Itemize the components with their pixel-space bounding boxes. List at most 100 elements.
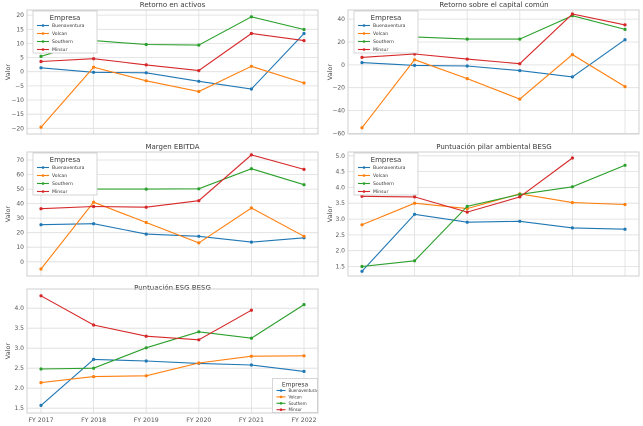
svg-text:50: 50	[16, 186, 24, 193]
series-buenaventura	[360, 212, 627, 273]
data-point-marker	[92, 366, 96, 370]
data-point-marker	[144, 346, 148, 350]
legend-box	[32, 10, 98, 54]
data-point-marker	[570, 201, 574, 205]
svg-text:4.0: 4.0	[335, 184, 345, 191]
svg-text:20: 20	[16, 12, 24, 19]
data-point-marker	[249, 336, 253, 340]
data-point-marker	[92, 323, 96, 327]
data-point-marker	[302, 81, 306, 85]
series-line	[361, 53, 626, 129]
series-line	[40, 358, 305, 406]
series-minsur	[360, 156, 574, 214]
data-point-marker	[302, 183, 306, 187]
legend-marker	[41, 166, 45, 169]
data-point-marker	[623, 85, 627, 89]
data-point-marker	[465, 204, 469, 208]
data-point-marker	[360, 55, 364, 60]
legend-marker	[41, 182, 45, 185]
data-point-marker	[518, 97, 522, 101]
legend-label: Volcan	[373, 173, 388, 179]
svg-text:2.5: 2.5	[335, 232, 345, 239]
data-point-marker	[144, 71, 148, 75]
data-point-marker	[249, 308, 253, 312]
data-point-marker	[39, 66, 43, 70]
data-point-marker	[249, 153, 253, 157]
data-point-marker	[39, 223, 43, 227]
data-point-marker	[302, 31, 306, 36]
legend-marker	[362, 32, 366, 35]
svg-text:1.5: 1.5	[14, 405, 24, 412]
svg-text:0: 0	[341, 62, 345, 69]
y-tick-labels: −60 −40 −20 0 20 40	[332, 16, 345, 137]
data-point-marker	[360, 264, 364, 269]
data-point-marker	[413, 58, 417, 62]
data-point-marker	[518, 37, 522, 41]
series-line	[40, 33, 305, 90]
svg-text:70: 70	[16, 157, 24, 164]
data-point-marker	[518, 195, 522, 199]
series-line	[361, 13, 626, 65]
data-point-marker	[413, 63, 417, 67]
series-buenaventura	[360, 38, 627, 79]
series-line	[40, 355, 305, 384]
svg-text:10: 10	[16, 244, 24, 251]
legend-label: Minsur	[289, 407, 303, 412]
legend-marker	[41, 190, 45, 193]
svg-text:5: 5	[20, 55, 24, 62]
legend-label: Southern	[52, 181, 73, 187]
legend-label: Volcan	[52, 31, 67, 37]
data-point-marker	[197, 361, 201, 365]
svg-text:3.5: 3.5	[335, 200, 345, 207]
svg-text:2.0: 2.0	[14, 385, 24, 392]
svg-text:0: 0	[20, 259, 24, 266]
series-line	[40, 304, 305, 370]
data-point-marker	[39, 403, 43, 407]
svg-text:3.0: 3.0	[335, 216, 345, 223]
data-point-marker	[570, 185, 574, 189]
legend-label: Buenaventura	[289, 388, 318, 393]
data-point-marker	[197, 199, 201, 203]
legend-label: Minsur	[52, 189, 67, 195]
svg-text:40: 40	[16, 201, 24, 208]
data-point-marker	[39, 54, 43, 59]
data-point-marker	[197, 187, 201, 191]
legend-label: Southern	[373, 181, 394, 187]
svg-text:FY 2019: FY 2019	[134, 417, 159, 424]
legend-title: Empresa	[371, 156, 402, 164]
svg-text:−40: −40	[332, 108, 345, 115]
data-point-marker	[144, 334, 148, 338]
series-southern	[39, 303, 306, 371]
chart-title: Retorno sobre el capital común	[439, 1, 549, 9]
legend-marker	[41, 32, 45, 35]
svg-text:FY 2020: FY 2020	[186, 417, 211, 424]
data-point-marker	[144, 374, 148, 378]
data-point-marker	[249, 363, 253, 367]
data-point-marker	[144, 187, 148, 191]
svg-text:4.5: 4.5	[335, 169, 345, 176]
legend-label: Buenaventura	[373, 165, 406, 171]
data-point-marker	[92, 375, 96, 379]
data-point-marker	[518, 69, 522, 73]
legend-label: Volcan	[289, 394, 303, 399]
svg-text:FY 2021: FY 2021	[239, 417, 264, 424]
data-point-marker	[302, 27, 306, 32]
chart-retorno-capital-comun: Retorno sobre el capital común Valor −60…	[322, 0, 643, 142]
data-point-marker	[92, 357, 96, 361]
y-tick-labels: 1.5 2.0 2.5 3.0 3.5 4.0 4.5 5.0	[335, 153, 345, 271]
data-point-marker	[39, 207, 43, 211]
data-point-marker	[302, 303, 306, 307]
series-line	[40, 201, 305, 270]
svg-text:2.5: 2.5	[14, 365, 24, 372]
chart-plot-area: 1.52.02.53.03.54.0FY 2017 FY 2018 FY 2019 F…	[14, 288, 319, 424]
series-buenaventura	[39, 357, 306, 407]
data-point-marker	[360, 194, 364, 198]
data-point-marker	[413, 212, 417, 216]
svg-text:0: 0	[20, 69, 24, 76]
data-point-marker	[144, 42, 148, 47]
